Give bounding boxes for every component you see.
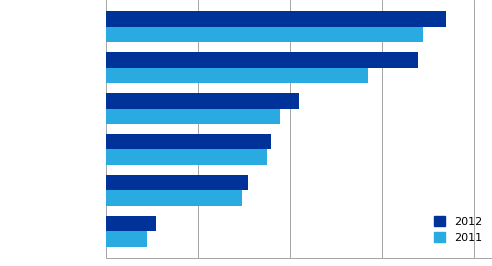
Bar	[106, 93, 299, 109]
Bar	[106, 175, 248, 190]
Bar	[106, 134, 271, 149]
Bar	[106, 149, 267, 165]
Bar	[106, 109, 280, 124]
Bar	[106, 52, 418, 68]
Bar	[106, 68, 368, 83]
Bar	[106, 190, 242, 206]
Bar	[106, 231, 147, 247]
Legend: 2012, 2011: 2012, 2011	[430, 211, 487, 247]
Bar	[106, 216, 156, 231]
Bar	[106, 27, 423, 42]
Bar	[106, 11, 446, 27]
